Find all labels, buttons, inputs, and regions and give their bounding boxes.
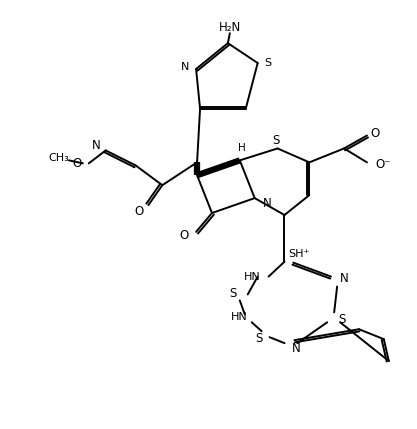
Text: O: O	[370, 127, 379, 140]
Text: S: S	[229, 287, 237, 300]
Text: S: S	[338, 313, 346, 326]
Text: N: N	[263, 196, 271, 210]
Text: H₂N: H₂N	[219, 21, 241, 34]
Text: O: O	[134, 205, 143, 218]
Text: HN: HN	[244, 272, 261, 281]
Text: O: O	[73, 157, 82, 170]
Text: S: S	[265, 58, 272, 68]
Text: N: N	[181, 62, 189, 72]
Text: N: N	[340, 272, 349, 285]
Text: HN: HN	[231, 312, 248, 322]
Text: CH₃: CH₃	[49, 154, 69, 163]
Text: SH⁺: SH⁺	[289, 249, 310, 259]
Text: O⁻: O⁻	[375, 158, 390, 171]
Text: N: N	[291, 341, 300, 355]
Text: S: S	[255, 332, 263, 344]
Text: S: S	[272, 134, 279, 147]
Text: N: N	[92, 139, 101, 152]
Text: H: H	[238, 143, 246, 154]
Text: O: O	[179, 230, 188, 242]
